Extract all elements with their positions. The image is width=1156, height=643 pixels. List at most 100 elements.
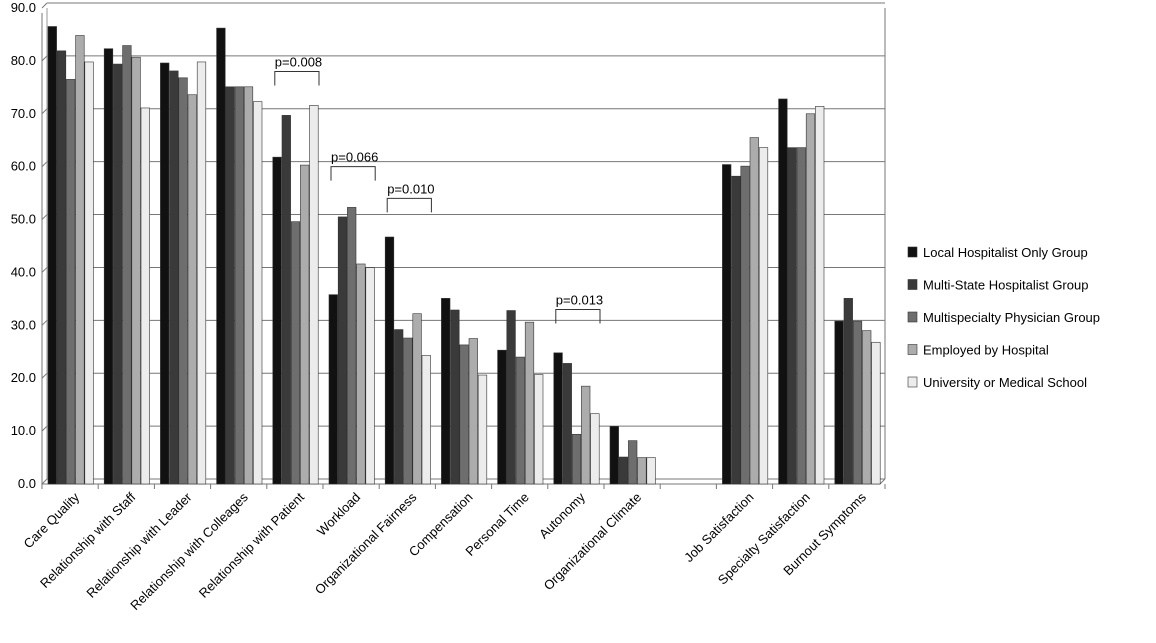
bar bbox=[272, 156, 282, 485]
bar bbox=[337, 216, 348, 485]
floor-edge bbox=[879, 478, 886, 485]
significance-bracket bbox=[330, 166, 376, 181]
legend-label: Multispecialty Physician Group bbox=[923, 310, 1100, 325]
bar bbox=[628, 440, 638, 485]
bar bbox=[871, 341, 881, 485]
bar bbox=[216, 27, 226, 485]
bar bbox=[225, 86, 235, 485]
x-tick-label: Relationship with Patient bbox=[196, 489, 308, 601]
legend-swatch bbox=[907, 344, 918, 355]
gridline-depth bbox=[41, 108, 48, 115]
bar bbox=[234, 86, 244, 485]
bar bbox=[347, 207, 357, 485]
bar bbox=[740, 165, 750, 485]
y-tick-label: 80.0 bbox=[11, 53, 36, 68]
bar bbox=[815, 106, 825, 485]
legend-label: University or Medical School bbox=[923, 375, 1087, 390]
x-tick-label: Relationship with Leader bbox=[83, 489, 195, 601]
p-value-annotation: p=0.013 bbox=[556, 292, 603, 307]
bar bbox=[459, 344, 469, 485]
bar bbox=[778, 98, 788, 485]
bar bbox=[356, 263, 366, 485]
bar bbox=[328, 294, 338, 485]
bar bbox=[403, 337, 413, 485]
y-tick-label: 70.0 bbox=[11, 106, 36, 121]
bar bbox=[618, 456, 629, 485]
bar bbox=[103, 48, 114, 485]
gridline-depth bbox=[41, 319, 48, 326]
bar bbox=[562, 363, 572, 485]
gridline-depth bbox=[41, 478, 48, 485]
bar bbox=[637, 457, 647, 485]
bar bbox=[196, 61, 207, 485]
p-value-annotation: p=0.010 bbox=[387, 181, 434, 196]
bar bbox=[290, 221, 301, 485]
legend-label: Employed by Hospital bbox=[923, 343, 1049, 358]
bar bbox=[843, 298, 853, 485]
bar bbox=[122, 45, 132, 485]
bar bbox=[365, 267, 375, 485]
bar bbox=[421, 355, 431, 485]
y-tick-label: 40.0 bbox=[11, 264, 36, 279]
bar bbox=[468, 338, 478, 485]
gridline-depth bbox=[41, 425, 48, 432]
significance-bracket bbox=[274, 70, 320, 86]
x-tick-label: Relationship with Colleages bbox=[127, 489, 251, 613]
y-tick-label: 60.0 bbox=[11, 159, 36, 174]
bar bbox=[553, 352, 563, 485]
bar bbox=[852, 320, 863, 485]
legend-swatch bbox=[907, 376, 918, 388]
bar bbox=[131, 56, 141, 485]
gridline-depth bbox=[41, 55, 48, 62]
y-tick-label: 30.0 bbox=[11, 317, 36, 332]
bar bbox=[169, 70, 179, 485]
legend-swatch bbox=[907, 311, 918, 323]
bar bbox=[253, 101, 263, 485]
bar bbox=[178, 77, 188, 485]
bar bbox=[243, 86, 254, 485]
bar bbox=[309, 105, 319, 485]
bar bbox=[731, 175, 741, 485]
bar bbox=[56, 50, 67, 485]
gridline-depth bbox=[41, 161, 48, 168]
bar bbox=[75, 35, 85, 485]
legend-swatch bbox=[907, 246, 918, 258]
y-tick-label: 0.0 bbox=[18, 476, 36, 491]
gridline-depth bbox=[41, 2, 48, 9]
bar bbox=[515, 356, 525, 485]
x-tick-label: Relationship with Staff bbox=[37, 489, 139, 591]
x-tick-label: Organizational Climate bbox=[541, 490, 645, 594]
bar bbox=[412, 313, 422, 485]
bar bbox=[281, 115, 291, 485]
bar bbox=[394, 329, 404, 485]
bar bbox=[571, 433, 582, 485]
significance-bracket bbox=[555, 308, 601, 324]
gridline-depth bbox=[41, 267, 48, 273]
bar bbox=[862, 330, 872, 485]
bar bbox=[787, 147, 797, 485]
x-tick-label: Specialty Satisfaction bbox=[715, 490, 813, 588]
bar bbox=[749, 137, 759, 485]
bar bbox=[581, 385, 591, 485]
p-value-annotation: p=0.008 bbox=[275, 54, 322, 69]
bar bbox=[834, 320, 844, 485]
y-tick-label: 20.0 bbox=[11, 370, 36, 385]
bar bbox=[805, 113, 816, 485]
bar bbox=[300, 164, 310, 485]
y-tick-label: 50.0 bbox=[11, 212, 36, 227]
y-tick-label: 90.0 bbox=[11, 0, 36, 15]
bar bbox=[590, 413, 600, 485]
bar bbox=[47, 26, 57, 485]
y-tick-label: 10.0 bbox=[11, 423, 36, 438]
bar bbox=[187, 94, 197, 485]
legend-label: Local Hospitalist Only Group bbox=[923, 245, 1088, 260]
bar bbox=[84, 61, 94, 485]
bar bbox=[140, 107, 150, 485]
bar bbox=[524, 321, 535, 485]
bar bbox=[722, 164, 732, 485]
bar bbox=[796, 147, 806, 485]
legend-label: Multi-State Hospitalist Group bbox=[923, 278, 1088, 293]
bar bbox=[160, 62, 170, 485]
